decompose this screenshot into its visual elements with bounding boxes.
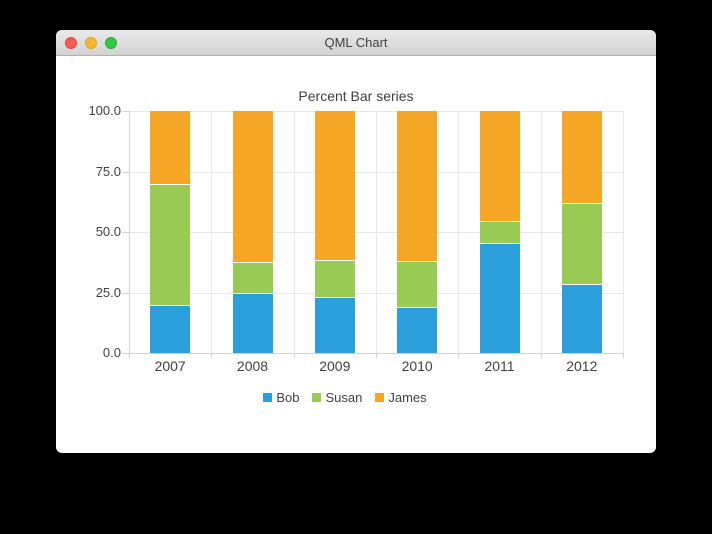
y-axis-tick-label: 0.0 bbox=[102, 345, 121, 360]
y-axis-tick-label: 50.0 bbox=[95, 224, 121, 239]
close-button[interactable] bbox=[65, 37, 77, 49]
y-axis-tick bbox=[122, 171, 129, 173]
bar-segment-susan bbox=[150, 183, 191, 305]
bar-segment-bob bbox=[561, 283, 602, 353]
x-axis-tick bbox=[129, 353, 130, 358]
legend-item-bob: Bob bbox=[263, 390, 299, 405]
x-axis-tick bbox=[293, 353, 295, 358]
legend-marker-icon bbox=[375, 393, 385, 402]
y-axis-tick-label: 25.0 bbox=[95, 284, 121, 300]
legend-marker-icon bbox=[263, 393, 273, 402]
y-axis-line bbox=[129, 111, 130, 353]
bar-segment-susan bbox=[479, 221, 520, 243]
bar-2011 bbox=[479, 111, 520, 353]
bar-2007 bbox=[150, 111, 191, 353]
gridline-vertical bbox=[458, 111, 460, 353]
gridline-vertical bbox=[376, 111, 377, 353]
bar-segment-james bbox=[479, 111, 520, 221]
x-axis-tick bbox=[458, 353, 460, 358]
x-axis-tick bbox=[376, 353, 377, 358]
x-axis-category-label: 2010 bbox=[401, 358, 433, 374]
y-axis-tick bbox=[122, 232, 129, 233]
legend-label: Bob bbox=[276, 390, 300, 405]
bar-segment-james bbox=[314, 111, 355, 260]
bar-segment-bob bbox=[479, 243, 520, 353]
legend-marker-icon bbox=[312, 393, 322, 402]
y-axis-tick bbox=[122, 353, 129, 354]
bar-segment-james bbox=[397, 111, 438, 261]
y-axis-tick bbox=[122, 292, 129, 294]
x-axis-category-label: 2012 bbox=[566, 358, 598, 374]
legend: Bob Susan James bbox=[45, 390, 645, 405]
x-axis-category-label: 2011 bbox=[484, 358, 515, 374]
bar-2012 bbox=[561, 111, 602, 353]
bar-2008 bbox=[232, 111, 273, 353]
y-axis-tick-label: 100.0 bbox=[88, 103, 121, 118]
bar-segment-bob bbox=[232, 292, 273, 353]
x-axis-category-label: 2008 bbox=[236, 358, 269, 374]
x-axis-category-label: 2007 bbox=[154, 358, 186, 374]
bar-segment-bob bbox=[150, 304, 191, 353]
bar-segment-james bbox=[232, 111, 273, 263]
y-axis-tick-label: 75.0 bbox=[95, 163, 121, 179]
gridline-vertical bbox=[540, 111, 542, 353]
legend-label: Susan bbox=[325, 390, 363, 405]
app-window: QML Chart Percent Bar series 100.0 75.0 50… bbox=[56, 30, 656, 453]
bar-segment-james bbox=[150, 111, 191, 184]
legend-item-susan: Susan bbox=[312, 390, 362, 405]
legend-label: James bbox=[388, 390, 427, 405]
x-axis-tick bbox=[623, 353, 624, 358]
chart-title: Percent Bar series bbox=[298, 88, 414, 104]
title-bar[interactable]: QML Chart bbox=[56, 30, 656, 56]
legend-item-james: James bbox=[375, 390, 427, 405]
x-axis-tick bbox=[211, 353, 213, 358]
x-axis-tick bbox=[540, 353, 542, 358]
window-title: QML Chart bbox=[324, 35, 388, 50]
gridline-vertical bbox=[623, 111, 624, 353]
bar-segment-susan bbox=[397, 260, 438, 307]
bar-segment-bob bbox=[397, 306, 438, 353]
y-axis-tick bbox=[122, 111, 129, 112]
gridline-vertical bbox=[293, 111, 295, 353]
minimize-button[interactable] bbox=[85, 37, 97, 49]
bar-2009 bbox=[314, 111, 355, 353]
bar-segment-susan bbox=[561, 203, 602, 284]
bar-2010 bbox=[397, 111, 438, 353]
bar-segment-susan bbox=[232, 262, 273, 293]
bar-segment-susan bbox=[314, 259, 355, 298]
zoom-button[interactable] bbox=[105, 37, 117, 49]
bar-segment-bob bbox=[314, 297, 355, 353]
x-axis-category-label: 2009 bbox=[319, 358, 351, 374]
bar-segment-james bbox=[561, 111, 602, 204]
gridline-vertical bbox=[211, 111, 213, 353]
